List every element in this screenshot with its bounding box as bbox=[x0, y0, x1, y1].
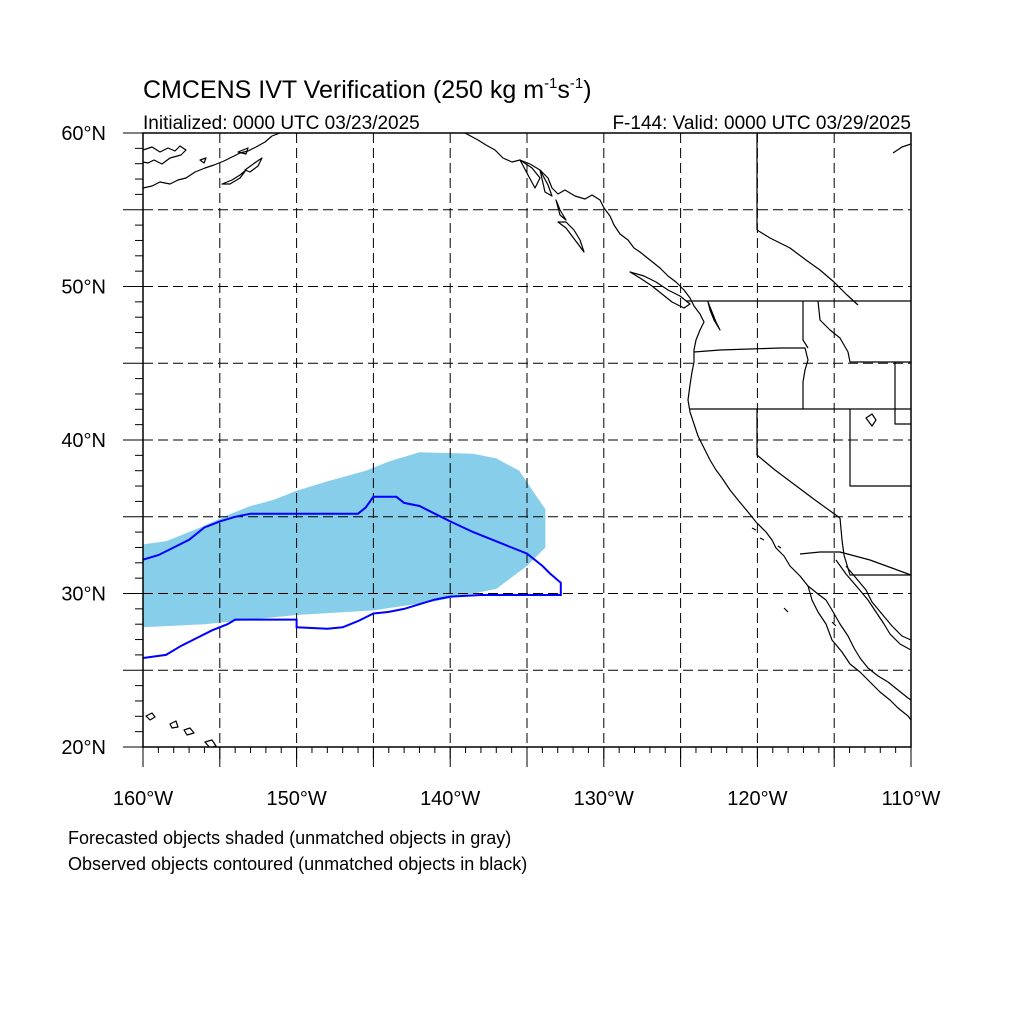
longitude-labels: 160°W 150°W 140°W 130°W 120°W 110°W bbox=[113, 788, 941, 810]
axis-ticks bbox=[123, 132, 912, 767]
hawaii-oahu bbox=[169, 720, 179, 729]
hudson-bay-corner bbox=[892, 143, 911, 154]
hawaii-kauai bbox=[145, 712, 156, 721]
kodiak-island-2 bbox=[244, 157, 263, 173]
california-nevada-border bbox=[756, 409, 841, 519]
graticule bbox=[143, 133, 911, 747]
wyoming-box bbox=[894, 362, 911, 425]
caption-forecast: Forecasted objects shaded (unmatched obj… bbox=[68, 828, 512, 848]
hawaii-maui bbox=[183, 727, 195, 736]
hawaii-big-island bbox=[204, 739, 217, 747]
lon-label: 120°W bbox=[727, 788, 787, 810]
idaho-montana-border bbox=[817, 300, 911, 363]
coastlines bbox=[143, 133, 911, 747]
vancouver-island bbox=[629, 271, 691, 309]
lon-label: 110°W bbox=[882, 788, 941, 810]
lon-label: 130°W bbox=[574, 788, 634, 810]
baja-peninsula bbox=[807, 585, 911, 721]
alaska-peninsula-coast bbox=[143, 133, 281, 189]
idaho-border bbox=[802, 301, 809, 349]
haida-gwaii bbox=[557, 221, 585, 253]
se-alaska-islands bbox=[519, 159, 567, 221]
forecast-object bbox=[143, 452, 546, 628]
lon-label: 140°W bbox=[420, 788, 480, 810]
observed-object bbox=[143, 495, 562, 659]
alaska-islets bbox=[199, 147, 249, 164]
latitude-labels: 60°N 50°N 40°N 30°N 20°N bbox=[61, 123, 106, 759]
chart-title: CMCENS IVT Verification (250 kg m-1s-1) bbox=[143, 75, 592, 104]
caption-observed: Observed objects contoured (unmatched ob… bbox=[68, 854, 528, 874]
sonora-coast bbox=[845, 565, 911, 641]
plot-area bbox=[143, 133, 911, 747]
lat-label: 40°N bbox=[61, 430, 106, 452]
channel-islands bbox=[751, 527, 782, 549]
canada-interior-line bbox=[756, 229, 859, 306]
lon-label: 150°W bbox=[266, 788, 326, 810]
nevada-utah-border bbox=[849, 409, 911, 487]
valid-time-label: F-144: Valid: 0000 UTC 03/29/2025 bbox=[612, 113, 911, 134]
init-time-label: Initialized: 0000 UTC 03/23/2025 bbox=[143, 113, 420, 134]
alaska-coastline bbox=[143, 145, 187, 165]
arizona-border bbox=[839, 517, 911, 576]
great-salt-lake bbox=[865, 413, 877, 427]
lat-label: 20°N bbox=[61, 737, 106, 759]
washington-oregon-border bbox=[693, 347, 809, 409]
lat-label: 30°N bbox=[61, 584, 106, 606]
gulf-alaska-coast bbox=[464, 133, 911, 701]
kodiak-island bbox=[221, 169, 247, 185]
lat-label: 60°N bbox=[61, 123, 106, 145]
puget-sound bbox=[707, 301, 721, 331]
mexico-border bbox=[799, 551, 911, 576]
lon-label: 160°W bbox=[113, 788, 173, 810]
lat-label: 50°N bbox=[61, 277, 106, 299]
baja-islets bbox=[783, 607, 837, 627]
gulf-california bbox=[835, 559, 911, 651]
